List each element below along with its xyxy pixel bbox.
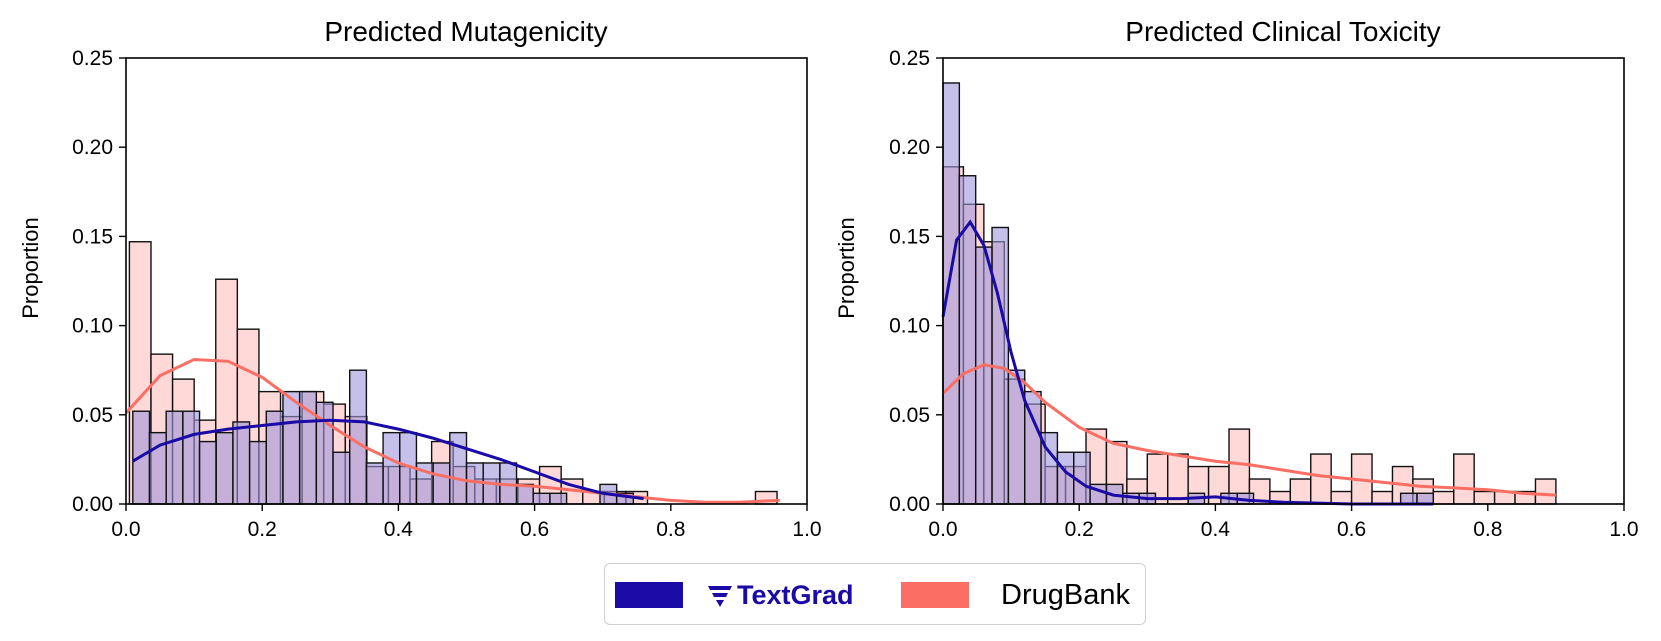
plot-frame [125, 57, 808, 505]
textgrad-kde-line [132, 418, 644, 501]
drugbank-legend-swatch [901, 582, 969, 608]
panel-title: Predicted Clinical Toxicity [1125, 16, 1440, 47]
y-tick-label: 0.00 [889, 493, 930, 516]
drugbank-bar [1371, 490, 1394, 505]
y-ticks: 0.00 0.05 0.10 0.15 0.20 0.25 [889, 47, 943, 516]
x-tick-label: 0.0 [928, 518, 957, 541]
x-tick-label: 0.8 [656, 518, 685, 541]
plot-frame [942, 57, 1625, 505]
drugbank-bar [1310, 453, 1332, 505]
x-tick-label: 0.6 [1337, 518, 1366, 541]
y-tick-label: 0.10 [72, 315, 113, 338]
textgrad-bar [282, 390, 301, 505]
textgrad-bar [1399, 492, 1418, 505]
textgrad-bar [365, 462, 384, 505]
clinical-toxicity-panel: Predicted Clinical Toxicity Proportion 0… [834, 16, 1639, 541]
textgrad-bar [215, 431, 234, 505]
textgrad-bar [198, 440, 217, 505]
drugbank-kde-line [941, 363, 1556, 497]
legend: TextGrad DrugBank [604, 563, 1146, 625]
x-tick-label: 0.0 [111, 518, 140, 541]
y-tick-label: 0.20 [889, 136, 930, 159]
y-tick-label: 0.15 [72, 225, 113, 248]
drugbank-bar [1289, 478, 1312, 505]
textgrad-bar [974, 246, 993, 505]
textgrad-bar [349, 369, 368, 505]
x-ticks: 0.0 0.2 0.4 0.6 0.8 1.0 [111, 504, 822, 541]
y-axis-label: Proportion [18, 217, 43, 319]
mutagenicity-panel: Predicted Mutagenicity Proportion 0.0 0.2… [18, 16, 822, 541]
x-tick-label: 1.0 [792, 518, 821, 541]
textgrad-legend-swatch [615, 582, 683, 608]
y-tick-label: 0.20 [72, 136, 113, 159]
textgrad-bar [248, 440, 267, 505]
y-tick-label: 0.00 [72, 493, 113, 516]
drugbank-kde-line [124, 357, 780, 504]
x-tick-label: 0.8 [1473, 518, 1502, 541]
x-tick-label: 0.4 [1201, 518, 1231, 541]
textgrad-bar [382, 431, 401, 505]
textgrad-kde-line [941, 219, 1434, 506]
x-tick-label: 0.2 [1065, 518, 1094, 541]
textgrad-bar [942, 82, 961, 505]
y-tick-label: 0.15 [889, 225, 930, 248]
drugbank-bar [1167, 453, 1189, 505]
x-tick-label: 0.2 [248, 518, 277, 541]
panel-title: Predicted Mutagenicity [324, 16, 607, 47]
textgrad-bar [532, 492, 551, 505]
textgrad-bar [232, 421, 251, 505]
textgrad-bar [549, 492, 568, 505]
x-tick-label: 0.6 [520, 518, 549, 541]
drugbank-bar [1432, 490, 1455, 505]
textgrad-logo-icon [708, 586, 732, 607]
textgrad-bar [432, 462, 451, 505]
drugbank-bar [1473, 490, 1496, 505]
textgrad-bar [1056, 451, 1075, 505]
y-tick-label: 0.05 [72, 404, 113, 427]
textgrad-bar [1416, 492, 1435, 505]
textgrad-legend-label: TextGrad [737, 580, 854, 610]
x-tick-label: 0.4 [384, 518, 414, 541]
y-ticks: 0.00 0.05 0.10 0.15 0.20 0.25 [72, 47, 126, 516]
y-tick-label: 0.10 [889, 315, 930, 338]
x-ticks: 0.0 0.2 0.4 0.6 0.8 1.0 [928, 504, 1639, 541]
textgrad-bar [165, 410, 184, 505]
drugbank-bar [1534, 478, 1557, 505]
y-tick-label: 0.05 [889, 404, 930, 427]
textgrad-bar [182, 410, 201, 505]
drugbank-legend-label: DrugBank [1001, 579, 1130, 611]
drugbank-bar [1453, 453, 1475, 505]
textgrad-bar [332, 451, 351, 505]
textgrad-bars [942, 82, 1435, 505]
y-axis-label: Proportion [834, 217, 859, 319]
x-tick-label: 1.0 [1609, 518, 1638, 541]
y-tick-label: 0.25 [72, 47, 113, 70]
y-tick-label: 0.25 [889, 47, 930, 70]
